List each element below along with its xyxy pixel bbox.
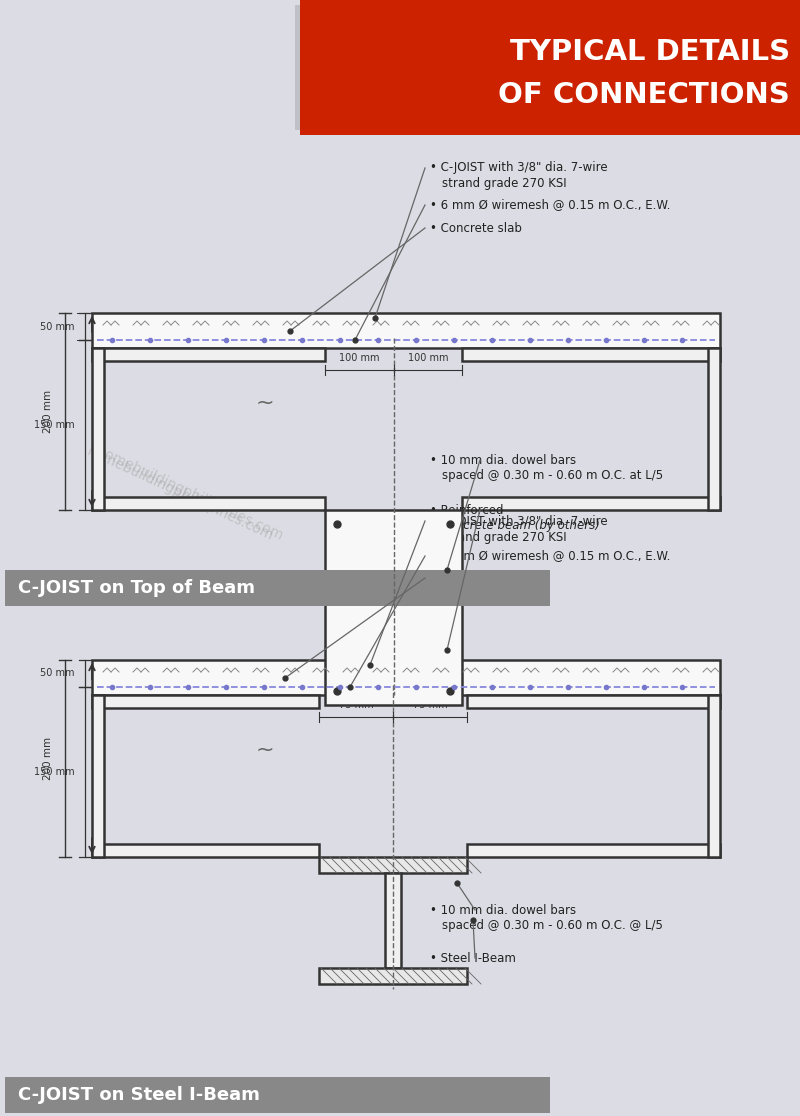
Text: 200 mm: 200 mm bbox=[43, 389, 53, 433]
Text: ~: ~ bbox=[256, 740, 274, 760]
Text: 75 mm: 75 mm bbox=[413, 700, 447, 710]
Bar bbox=[462, 348, 720, 360]
Text: strand grade 270 KSI: strand grade 270 KSI bbox=[442, 530, 566, 543]
Bar bbox=[92, 695, 319, 708]
Bar bbox=[467, 844, 720, 857]
Bar bbox=[92, 312, 720, 348]
Text: spaced @ 0.30 m - 0.60 m O.C. at L/5: spaced @ 0.30 m - 0.60 m O.C. at L/5 bbox=[442, 470, 663, 482]
Bar bbox=[92, 348, 104, 510]
Text: strand grade 270 KSI: strand grade 270 KSI bbox=[442, 177, 566, 191]
Bar bbox=[295, 4, 505, 129]
Bar bbox=[325, 510, 462, 705]
Text: • C-JOIST with 3/8" dia. 7-wire: • C-JOIST with 3/8" dia. 7-wire bbox=[430, 514, 608, 528]
Bar bbox=[5, 570, 550, 606]
Bar bbox=[467, 695, 720, 708]
Text: 150 mm: 150 mm bbox=[34, 767, 75, 777]
Text: 50 mm: 50 mm bbox=[41, 668, 75, 679]
Bar bbox=[462, 497, 720, 510]
Text: 50 mm: 50 mm bbox=[41, 321, 75, 331]
Bar bbox=[319, 968, 467, 984]
Text: C-JOIST on Steel I-Beam: C-JOIST on Steel I-Beam bbox=[18, 1086, 260, 1104]
Bar bbox=[708, 348, 720, 510]
Text: • Concrete slab: • Concrete slab bbox=[430, 221, 522, 234]
Text: • 6 mm Ø wiremesh @ 0.15 m O.C., E.W.: • 6 mm Ø wiremesh @ 0.15 m O.C., E.W. bbox=[430, 199, 670, 212]
Bar bbox=[92, 695, 104, 857]
Text: • 10 mm dia. dowel bars: • 10 mm dia. dowel bars bbox=[430, 904, 576, 916]
Text: 100 mm: 100 mm bbox=[407, 353, 448, 363]
Text: OF CONNECTIONS: OF CONNECTIONS bbox=[498, 81, 790, 109]
Bar bbox=[385, 873, 401, 968]
Text: • 10 mm dia. dowel bars: • 10 mm dia. dowel bars bbox=[430, 453, 576, 466]
Text: homebuildingphilippines.com: homebuildingphilippines.com bbox=[85, 444, 275, 543]
Text: 200 mm: 200 mm bbox=[43, 737, 53, 780]
Bar bbox=[92, 348, 325, 360]
Text: • Reinforced: • Reinforced bbox=[430, 503, 503, 517]
Text: spaced @ 0.30 m - 0.60 m O.C. @ L/5: spaced @ 0.30 m - 0.60 m O.C. @ L/5 bbox=[442, 920, 663, 933]
Bar bbox=[5, 1077, 550, 1113]
Text: C-JOIST on Top of Beam: C-JOIST on Top of Beam bbox=[18, 579, 255, 597]
Bar bbox=[319, 857, 467, 873]
Text: • Steel I-Beam: • Steel I-Beam bbox=[430, 952, 516, 964]
Bar bbox=[92, 844, 319, 857]
Bar bbox=[92, 660, 720, 695]
Text: 75 mm: 75 mm bbox=[338, 700, 374, 710]
Text: 100 mm: 100 mm bbox=[339, 353, 379, 363]
Bar bbox=[300, 0, 800, 135]
Text: • C-JOIST with 3/8" dia. 7-wire: • C-JOIST with 3/8" dia. 7-wire bbox=[430, 162, 608, 174]
Bar bbox=[92, 497, 325, 510]
Text: ~: ~ bbox=[256, 393, 274, 413]
Text: 150 mm: 150 mm bbox=[34, 420, 75, 430]
Text: TYPICAL DETAILS: TYPICAL DETAILS bbox=[510, 38, 790, 66]
Text: concrete beam (by others): concrete beam (by others) bbox=[442, 520, 600, 532]
Text: • Concrete slab: • Concrete slab bbox=[430, 571, 522, 585]
Text: • 6 mm Ø wiremesh @ 0.15 m O.C., E.W.: • 6 mm Ø wiremesh @ 0.15 m O.C., E.W. bbox=[430, 549, 670, 562]
Bar bbox=[708, 695, 720, 857]
Text: homebuildingphilippines.com: homebuildingphilippines.com bbox=[94, 444, 286, 543]
